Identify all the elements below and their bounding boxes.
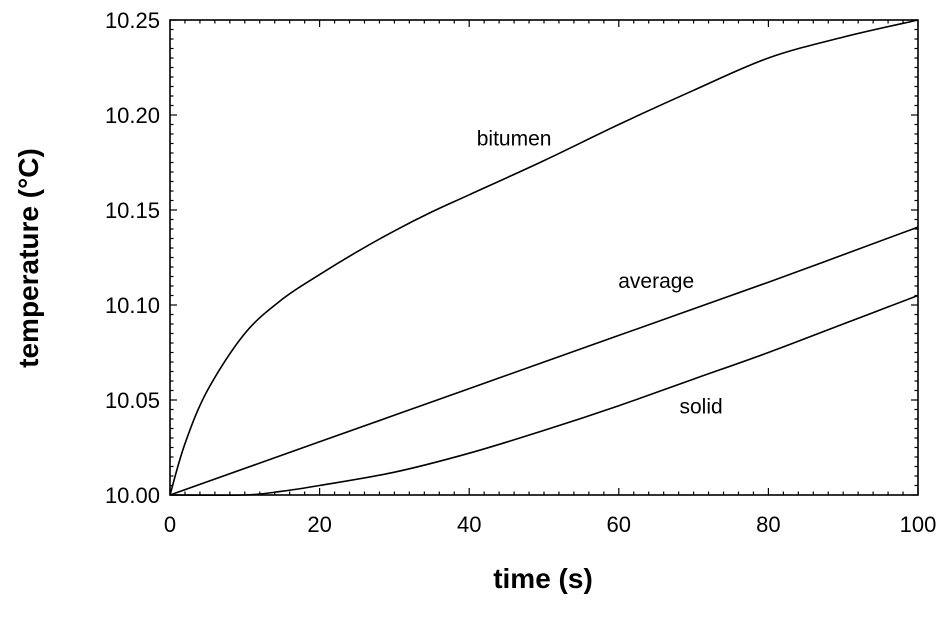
x-tick-label: 60 xyxy=(607,512,631,537)
y-tick-label: 10.00 xyxy=(105,483,160,508)
x-tick-label: 0 xyxy=(164,512,176,537)
series-line-average xyxy=(169,226,919,496)
x-axis-title: time (s) xyxy=(493,563,593,594)
x-tick-label: 40 xyxy=(457,512,481,537)
y-tick-label: 10.20 xyxy=(105,103,160,128)
series-label-average: average xyxy=(618,270,694,293)
x-tick-label: 100 xyxy=(900,512,937,537)
x-tick-label: 20 xyxy=(307,512,331,537)
series-line-bitumen xyxy=(169,19,919,496)
y-tick-label: 10.05 xyxy=(105,388,160,413)
y-tick-label: 10.10 xyxy=(105,293,160,318)
y-tick-label: 10.25 xyxy=(105,8,160,33)
y-tick-label: 10.15 xyxy=(105,198,160,223)
series-line-solid xyxy=(169,294,919,497)
plot-frame xyxy=(169,19,919,496)
x-tick-label: 80 xyxy=(756,512,780,537)
series-label-solid: solid xyxy=(679,395,722,418)
y-axis-title: temperature (°C) xyxy=(13,148,44,368)
series-label-bitumen: bitumen xyxy=(477,127,552,150)
